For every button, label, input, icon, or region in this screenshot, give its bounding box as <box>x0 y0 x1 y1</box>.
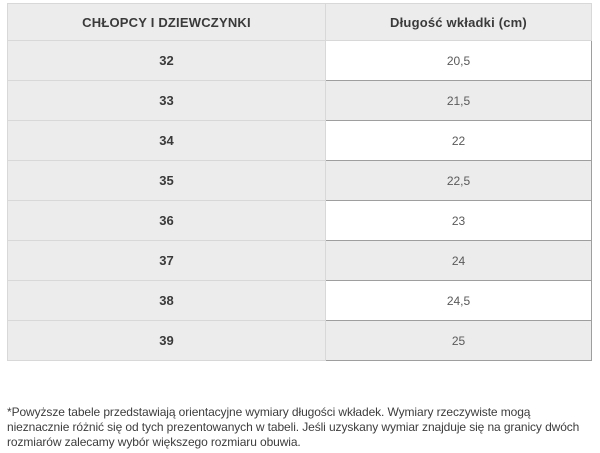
table-row: 36 23 <box>7 200 592 241</box>
header-row: CHŁOPCY I DZIEWCZYNKI Długość wkładki (c… <box>7 3 592 41</box>
size-cell: 32 <box>7 40 326 81</box>
size-cell: 38 <box>7 280 326 321</box>
column-header-sizes: CHŁOPCY I DZIEWCZYNKI <box>7 3 326 41</box>
table-row: 39 25 <box>7 320 592 361</box>
column-header-length: Długość wkładki (cm) <box>325 3 592 41</box>
size-cell: 34 <box>7 120 326 161</box>
table-row: 32 20,5 <box>7 40 592 81</box>
table-row: 35 22,5 <box>7 160 592 201</box>
length-cell: 24 <box>325 240 592 281</box>
length-cell: 25 <box>325 320 592 361</box>
table-row: 33 21,5 <box>7 80 592 121</box>
size-cell: 36 <box>7 200 326 241</box>
table-row: 37 24 <box>7 240 592 281</box>
table-row: 38 24,5 <box>7 280 592 321</box>
footnote: *Powyższe tabele przedstawiają orientacy… <box>7 405 580 449</box>
size-cell: 37 <box>7 240 326 281</box>
table-row: 34 22 <box>7 120 592 161</box>
length-cell: 23 <box>325 200 592 241</box>
length-cell: 20,5 <box>325 40 592 81</box>
size-cell: 35 <box>7 160 326 201</box>
shoe-size-table: CHŁOPCY I DZIEWCZYNKI Długość wkładki (c… <box>7 3 592 361</box>
size-cell: 33 <box>7 80 326 121</box>
length-cell: 24,5 <box>325 280 592 321</box>
length-cell: 22,5 <box>325 160 592 201</box>
length-cell: 21,5 <box>325 80 592 121</box>
size-cell: 39 <box>7 320 326 361</box>
length-cell: 22 <box>325 120 592 161</box>
